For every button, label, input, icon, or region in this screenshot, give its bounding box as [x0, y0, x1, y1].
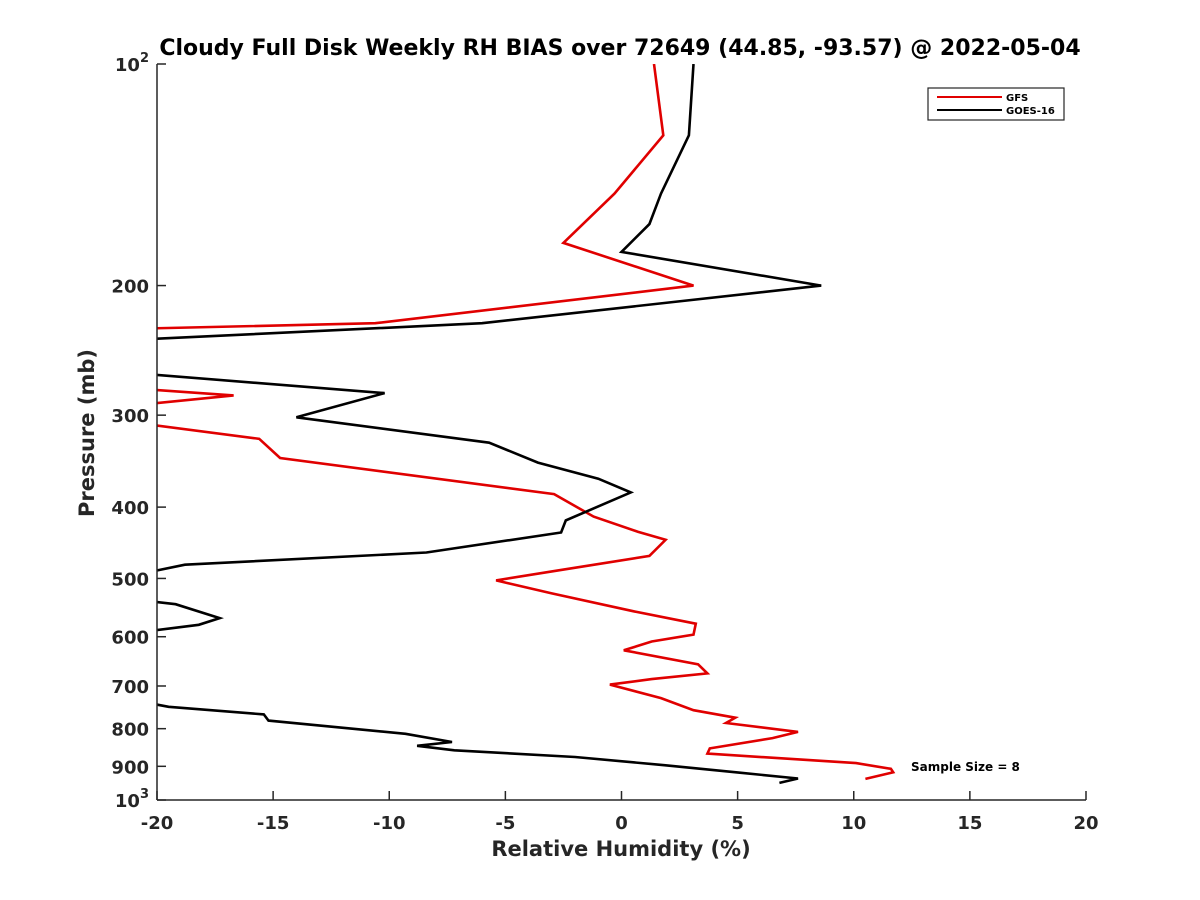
- series-line-goes16-segment-1: [157, 373, 635, 572]
- y-axis-label: Pressure (mb): [75, 349, 99, 517]
- x-tick-label: 15: [957, 813, 982, 834]
- y-tick-label: 900: [111, 757, 149, 778]
- series-line-goes16-segment-0: [157, 64, 822, 340]
- legend-label-goes16: GOES-16: [1006, 106, 1055, 117]
- x-axis-ticks: -20 -15 -10 -5 0 5 10 15 20: [141, 791, 1099, 834]
- legend: GFS GOES-16: [927, 87, 1065, 121]
- y-tick-label: 103: [115, 787, 149, 812]
- legend-label-gfs: GFS: [1006, 93, 1028, 104]
- series-line-goes16-segment-2: [157, 600, 224, 632]
- chart-title: Cloudy Full Disk Weekly RH BIAS over 726…: [159, 36, 1080, 61]
- x-tick-label: -15: [257, 813, 290, 834]
- x-tick-label: 5: [731, 813, 744, 834]
- y-axis-ticks: 102 200 300 400 500 600 700 800 900 103: [111, 51, 166, 812]
- y-tick-label: 200: [111, 277, 149, 298]
- x-tick-label: 0: [615, 813, 628, 834]
- y-tick-label: 500: [111, 569, 149, 590]
- x-tick-label: 20: [1073, 813, 1098, 834]
- y-tick-label: 700: [111, 677, 149, 698]
- x-axis-label: Relative Humidity (%): [491, 837, 750, 861]
- y-tick-label: 400: [111, 498, 149, 519]
- y-tick-label: 102: [115, 51, 149, 76]
- x-tick-label: -10: [373, 813, 406, 834]
- series-line-gfs-segment-1: [157, 388, 234, 405]
- y-tick-label: 300: [111, 406, 149, 427]
- sample-size-annotation: Sample Size = 8: [911, 760, 1020, 774]
- series-line-gfs-segment-0: [157, 64, 694, 330]
- series-lines: [157, 64, 896, 785]
- series-line-gfs-segment-2: [157, 424, 896, 781]
- series-line-goes16-segment-4: [157, 703, 799, 785]
- legend-box: [927, 87, 1065, 121]
- y-tick-label: 600: [111, 628, 149, 649]
- x-tick-label: -5: [495, 813, 515, 834]
- x-tick-label: 10: [841, 813, 866, 834]
- x-tick-label: -20: [141, 813, 174, 834]
- y-tick-label: 800: [111, 720, 149, 741]
